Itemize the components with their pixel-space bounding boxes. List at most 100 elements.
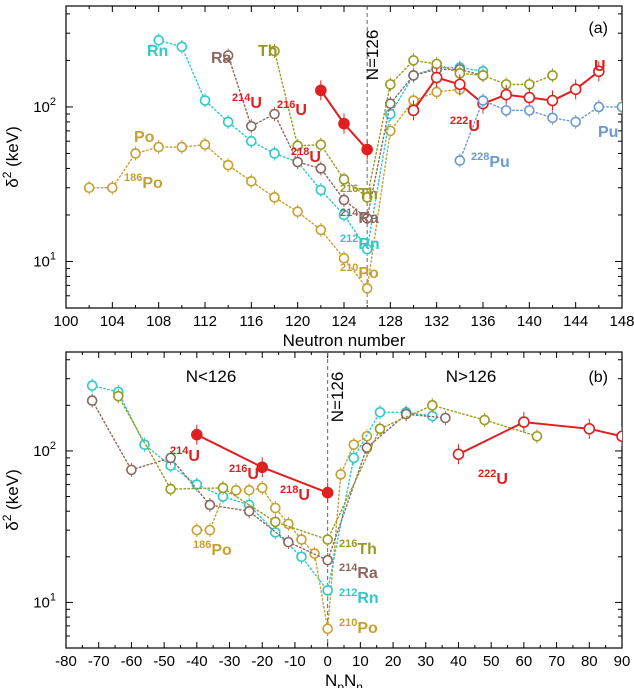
series-label: 222U	[450, 115, 480, 135]
data-point	[322, 554, 333, 566]
series-label: U	[594, 58, 606, 75]
series-pu-6	[454, 93, 622, 168]
isotope-mass: 186	[124, 172, 142, 184]
element-symbol: U	[250, 95, 262, 112]
isotope-mass: 214	[339, 562, 358, 574]
data-point	[524, 105, 535, 116]
x-tick-label: 128	[378, 313, 403, 330]
series-label: Pu	[598, 124, 618, 141]
isotope-mass: 218	[291, 146, 309, 158]
data-point	[431, 86, 442, 98]
series-u-4	[315, 80, 373, 160]
data-point	[616, 430, 622, 443]
x-tick-label: 90	[614, 653, 631, 670]
series-label: 218U	[291, 146, 321, 166]
data-point	[616, 101, 622, 113]
y-tick-base: 10	[33, 99, 50, 116]
x-tick-label: 70	[548, 653, 565, 670]
data-layer	[86, 378, 622, 636]
data-point	[454, 78, 466, 91]
series-label: Ra	[211, 50, 232, 67]
data-point	[385, 98, 396, 109]
data-point	[269, 192, 280, 203]
data-layer	[83, 33, 622, 296]
data-point	[296, 534, 307, 545]
data-point	[222, 116, 234, 128]
series-label: 228Pu	[471, 151, 510, 171]
x-tick-label: 0	[323, 653, 331, 670]
x-tick-label: 30	[417, 653, 434, 670]
element-symbol: Ra	[358, 210, 379, 227]
data-point	[256, 461, 269, 474]
element-symbol: U	[309, 149, 321, 166]
data-point	[292, 140, 303, 152]
x-title-text: Neutron number	[283, 331, 406, 350]
data-point	[246, 135, 257, 147]
data-point	[547, 70, 558, 81]
data-point	[407, 104, 420, 117]
y-tick-exponent: 2	[50, 96, 56, 108]
magic-number-label: N=126	[363, 30, 382, 81]
data-point	[361, 192, 373, 203]
data-point	[523, 91, 536, 104]
element-symbol: U	[188, 448, 200, 465]
x-tick-label: 140	[517, 313, 542, 330]
data-point	[500, 88, 512, 101]
element-symbol: U	[247, 466, 259, 483]
data-point	[374, 423, 386, 435]
y-tick-exponent: 1	[50, 250, 56, 262]
series-label: Rn	[147, 43, 168, 60]
x-tick-label: -40	[186, 653, 208, 670]
data-point	[361, 213, 373, 224]
element-symbol: Po	[358, 265, 379, 282]
data-point	[315, 139, 327, 150]
x-tick-label: -60	[121, 653, 143, 670]
y-tick-exponent: 1	[50, 591, 56, 603]
data-point	[176, 41, 188, 53]
series-po-0	[191, 429, 373, 636]
isotope-mass: 210	[339, 617, 357, 629]
series-label: 216Th	[339, 538, 377, 558]
series-label: 210Po	[340, 262, 379, 282]
data-point	[361, 243, 373, 255]
data-point	[199, 95, 211, 106]
element-symbol: Rn	[357, 590, 378, 607]
x-axis-title: Neutron number	[283, 331, 406, 350]
data-point	[126, 464, 137, 476]
series-line	[457, 421, 622, 456]
data-point	[408, 70, 419, 81]
data-point	[593, 101, 605, 113]
data-point	[269, 108, 280, 120]
y-title-sup: 2	[0, 171, 14, 178]
data-point	[322, 623, 333, 635]
series-label: 186Po	[124, 172, 163, 192]
element-symbol: Po	[134, 129, 155, 146]
isotope-mass: 214	[340, 207, 359, 219]
x-tick-label: -50	[153, 653, 175, 670]
data-point	[107, 182, 118, 194]
element-symbol: U	[295, 102, 307, 119]
data-point	[199, 139, 211, 150]
data-point	[191, 524, 203, 536]
data-point	[547, 112, 558, 124]
data-point	[440, 412, 451, 424]
data-point	[315, 224, 327, 236]
x-tick-label: 124	[331, 313, 356, 330]
data-point	[153, 141, 164, 153]
data-point	[222, 50, 234, 61]
isotope-mass: 222	[450, 115, 468, 127]
data-point	[477, 95, 489, 106]
data-point	[500, 105, 512, 116]
y-tick-label: 102	[33, 440, 56, 460]
x-tick-label: 40	[450, 653, 467, 670]
x-tick-label: 148	[609, 313, 634, 330]
data-point	[315, 84, 327, 97]
x-tick-label: 144	[563, 313, 588, 330]
y-axis-title: δ2 (keV)	[0, 469, 22, 531]
series-label: Po	[134, 129, 155, 146]
isotope-mass: 214	[170, 445, 189, 457]
y-tick-base: 10	[33, 594, 50, 611]
element-symbol: Th	[358, 186, 378, 203]
isotope-mass: 218	[280, 484, 298, 496]
